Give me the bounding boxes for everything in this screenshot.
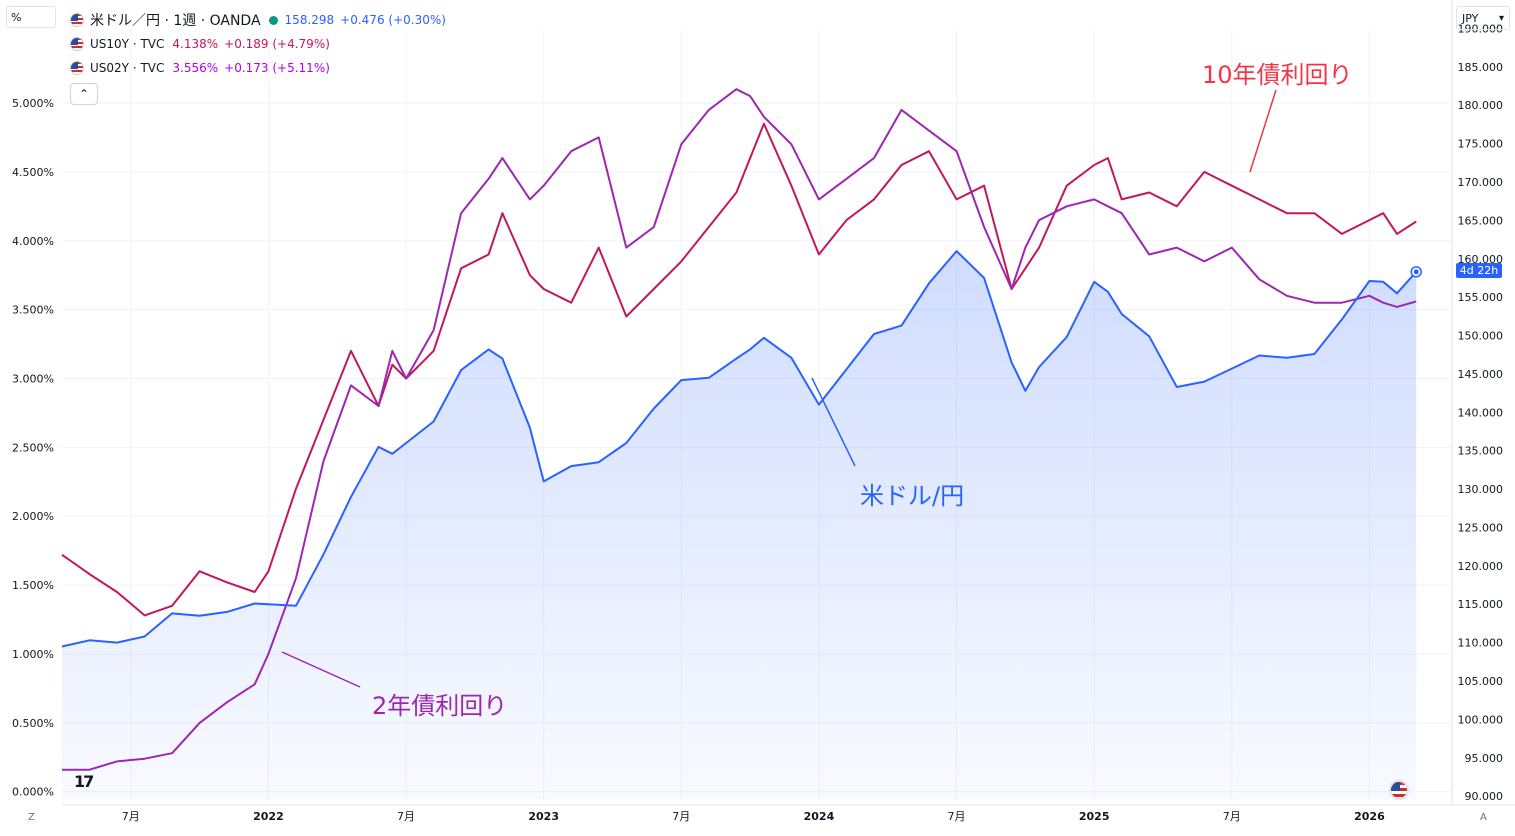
leader-10y (1249, 89, 1277, 173)
annotation-leaders (281, 89, 1277, 688)
annotation-usdjpy: 米ドル/円 (860, 482, 965, 510)
left-tick-label: 2.000% (12, 510, 54, 523)
legend-main[interactable]: 米ドル／円 · 1週 · OANDA 158.298 +0.476 (+0.30… (70, 8, 446, 32)
tradingview-logo[interactable]: 17 (74, 772, 94, 791)
main-symbol-title: 米ドル／円 · 1週 · OANDA (90, 13, 261, 29)
main-price: 158.298 (284, 13, 335, 27)
left-tick-label: 1.500% (12, 579, 54, 592)
right-tick-label: 160.000 (1458, 253, 1504, 266)
right-tick-label: 185.000 (1458, 61, 1504, 74)
legend-us02y[interactable]: US02Y · TVC 3.556% +0.173 (+5.11%) (70, 56, 446, 80)
right-tick-label: 190.000 (1458, 22, 1504, 35)
leader-2y (281, 651, 361, 688)
main-change: +0.476 (+0.30%) (340, 13, 446, 27)
usdjpy-area-fill (62, 251, 1417, 801)
left-tick-label: 1.000% (12, 648, 54, 661)
us02y-value: 3.556% (172, 61, 219, 75)
right-tick-label: 180.000 (1458, 99, 1504, 112)
us-flag-icon[interactable] (1389, 780, 1409, 800)
right-tick-label: 140.000 (1458, 406, 1504, 419)
annotation-10y: 10年債利回り (1202, 61, 1353, 89)
x-tick-label: 2025 (1079, 810, 1110, 823)
us-flag-icon (70, 61, 84, 75)
right-tick-label: 125.000 (1458, 521, 1504, 534)
chevron-up-icon: ⌃ (78, 87, 90, 101)
last-price-dot (1413, 269, 1419, 275)
annotation-2y: 2年債利回り (372, 692, 508, 720)
right-tick-label: 135.000 (1458, 445, 1504, 458)
currency-selector[interactable]: JPY ▾ (1456, 6, 1510, 30)
us10y-name: US10Y · TVC (90, 37, 165, 51)
right-tick-label: 175.000 (1458, 138, 1504, 151)
left-tick-label: 5.000% (12, 97, 54, 110)
left-tick-label: 2.500% (12, 441, 54, 454)
collapse-legend-button[interactable]: ⌃ (70, 83, 98, 105)
right-tick-label: 90.000 (1465, 790, 1504, 803)
right-tick-label: 120.000 (1458, 560, 1504, 573)
series-lines (61, 88, 1422, 771)
right-tick-label: 105.000 (1458, 675, 1504, 688)
x-tick-label: 7月 (397, 810, 415, 823)
x-tick-label: 2026 (1354, 810, 1385, 823)
chevron-down-icon: ▾ (1498, 13, 1504, 24)
legend-us10y[interactable]: US10Y · TVC 4.138% +0.189 (+4.79%) (70, 32, 446, 56)
left-tick-label: 3.000% (12, 372, 54, 385)
right-tick-label: 110.000 (1458, 637, 1504, 650)
currency-label: JPY (1462, 12, 1479, 25)
us10y-change: +0.189 (+4.79%) (224, 37, 330, 51)
left-axis: 0.000% 0.500% 1.000% 1.500% 2.000% 2.500% 3.00… (12, 97, 54, 799)
countdown-tag: 4d 22h (1456, 263, 1502, 278)
us02y-line[interactable] (62, 88, 1417, 771)
us02y-name: US02Y · TVC (90, 61, 165, 75)
us10y-value: 4.138% (172, 37, 219, 51)
x-tick-label: 2024 (804, 810, 835, 823)
x-tick-label: 7月 (1223, 810, 1241, 823)
us02y-change: +0.173 (+5.11%) (224, 61, 330, 75)
right-axis[interactable]: 90.000 95.000 100.000 105.000 110.000 115.000… (1451, 0, 1504, 805)
unit-selector[interactable]: % (6, 6, 56, 28)
right-tick-label: 165.000 (1458, 214, 1504, 227)
x-tick-label: 7月 (948, 810, 966, 823)
right-tick-label: 100.000 (1458, 713, 1504, 726)
leader-usdjpy (811, 377, 856, 467)
us-flag-icon (70, 13, 84, 27)
us10y-line[interactable] (61, 122, 1417, 617)
usdjpy-area (62, 251, 1417, 801)
right-tick-label: 170.000 (1458, 176, 1504, 189)
us-flag-icon (70, 37, 84, 51)
chart-legend: 米ドル／円 · 1週 · OANDA 158.298 +0.476 (+0.30… (70, 8, 446, 105)
right-tick-label: 150.000 (1458, 330, 1504, 343)
right-tick-label: 95.000 (1465, 752, 1504, 765)
corner-right-label[interactable]: A (1480, 812, 1487, 823)
right-tick-label: 155.000 (1458, 291, 1504, 304)
x-axis[interactable]: 7月 2022 7月 2023 7月 2024 7月 2025 7月 2026 (62, 804, 1515, 823)
unit-label: % (11, 11, 22, 24)
left-tick-label: 0.000% (12, 786, 54, 799)
right-tick-label: 145.000 (1458, 368, 1504, 381)
x-tick-label: 7月 (672, 810, 690, 823)
left-tick-label: 4.000% (12, 235, 54, 248)
usdjpy-line[interactable] (61, 250, 1417, 648)
x-tick-label: 7月 (122, 810, 140, 823)
left-tick-label: 3.500% (12, 304, 54, 317)
right-tick-label: 130.000 (1458, 483, 1504, 496)
corner-left-label[interactable]: Z (28, 812, 35, 823)
x-tick-label: 2022 (253, 810, 284, 823)
left-tick-label: 4.500% (12, 166, 54, 179)
left-tick-label: 0.500% (12, 717, 54, 730)
market-open-icon (268, 15, 278, 25)
x-tick-label: 2023 (528, 810, 559, 823)
right-tick-label: 115.000 (1458, 598, 1504, 611)
